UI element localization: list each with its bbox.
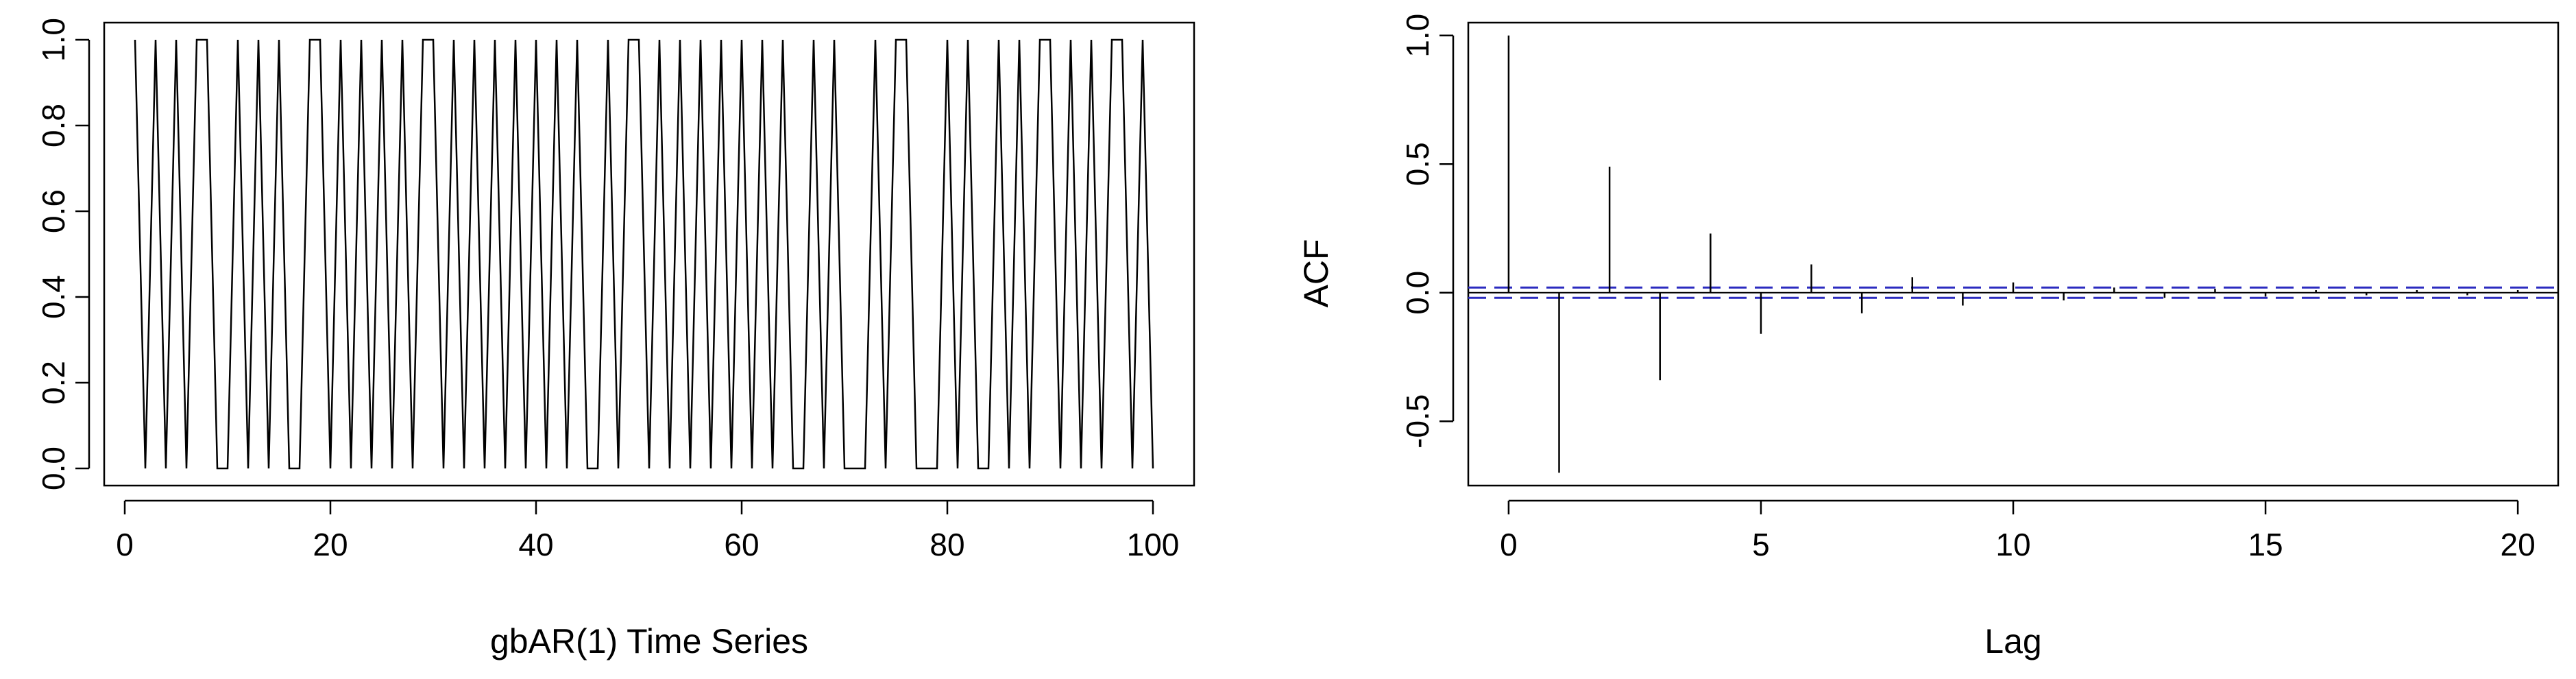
- x-tick-label: 10: [1995, 527, 2030, 562]
- y-tick-label: 0.6: [36, 189, 71, 233]
- x-tick-label: 60: [724, 527, 759, 562]
- y-tick-label: 0.8: [36, 104, 71, 147]
- y-axis-title: ACF: [1297, 239, 1335, 308]
- y-tick-label: 0.0: [1400, 271, 1435, 315]
- time-series-chart: 0 20 40 60 80 100 0.0 0.2 0.4 0.6 0.8 1.0 gbAR(1) Ti…: [36, 18, 1195, 660]
- plot-frame: [1467, 21, 2560, 487]
- x-tick-label: 80: [929, 527, 964, 562]
- x-axis-title: gbAR(1) Time Series: [490, 622, 808, 660]
- x-tick-label: 20: [313, 527, 348, 562]
- y-tick-label: -0.5: [1400, 394, 1435, 449]
- x-tick-label: 5: [1752, 527, 1770, 562]
- y-tick-label: 0.0: [36, 446, 71, 490]
- acf-chart: 0 5 10 15 20 -0.5 0.0 0.5 1.0 Lag ACF: [1297, 14, 2560, 660]
- x-tick-label: 15: [2248, 527, 2283, 562]
- x-tick-label: 100: [1127, 527, 1180, 562]
- y-tick-label: 0.4: [36, 275, 71, 319]
- y-tick-label: 0.2: [36, 361, 71, 405]
- x-tick-label: 40: [518, 527, 553, 562]
- x-tick-label: 20: [2501, 527, 2536, 562]
- y-tick-label: 0.5: [1400, 142, 1435, 186]
- x-tick-label: 0: [1500, 527, 1518, 562]
- x-tick-label: 0: [116, 527, 134, 562]
- x-axis-title: Lag: [1984, 622, 2041, 660]
- y-tick-label: 1.0: [36, 18, 71, 62]
- series-line: [134, 38, 1154, 470]
- y-tick-label: 1.0: [1400, 14, 1435, 58]
- plot-frame: [103, 21, 1195, 487]
